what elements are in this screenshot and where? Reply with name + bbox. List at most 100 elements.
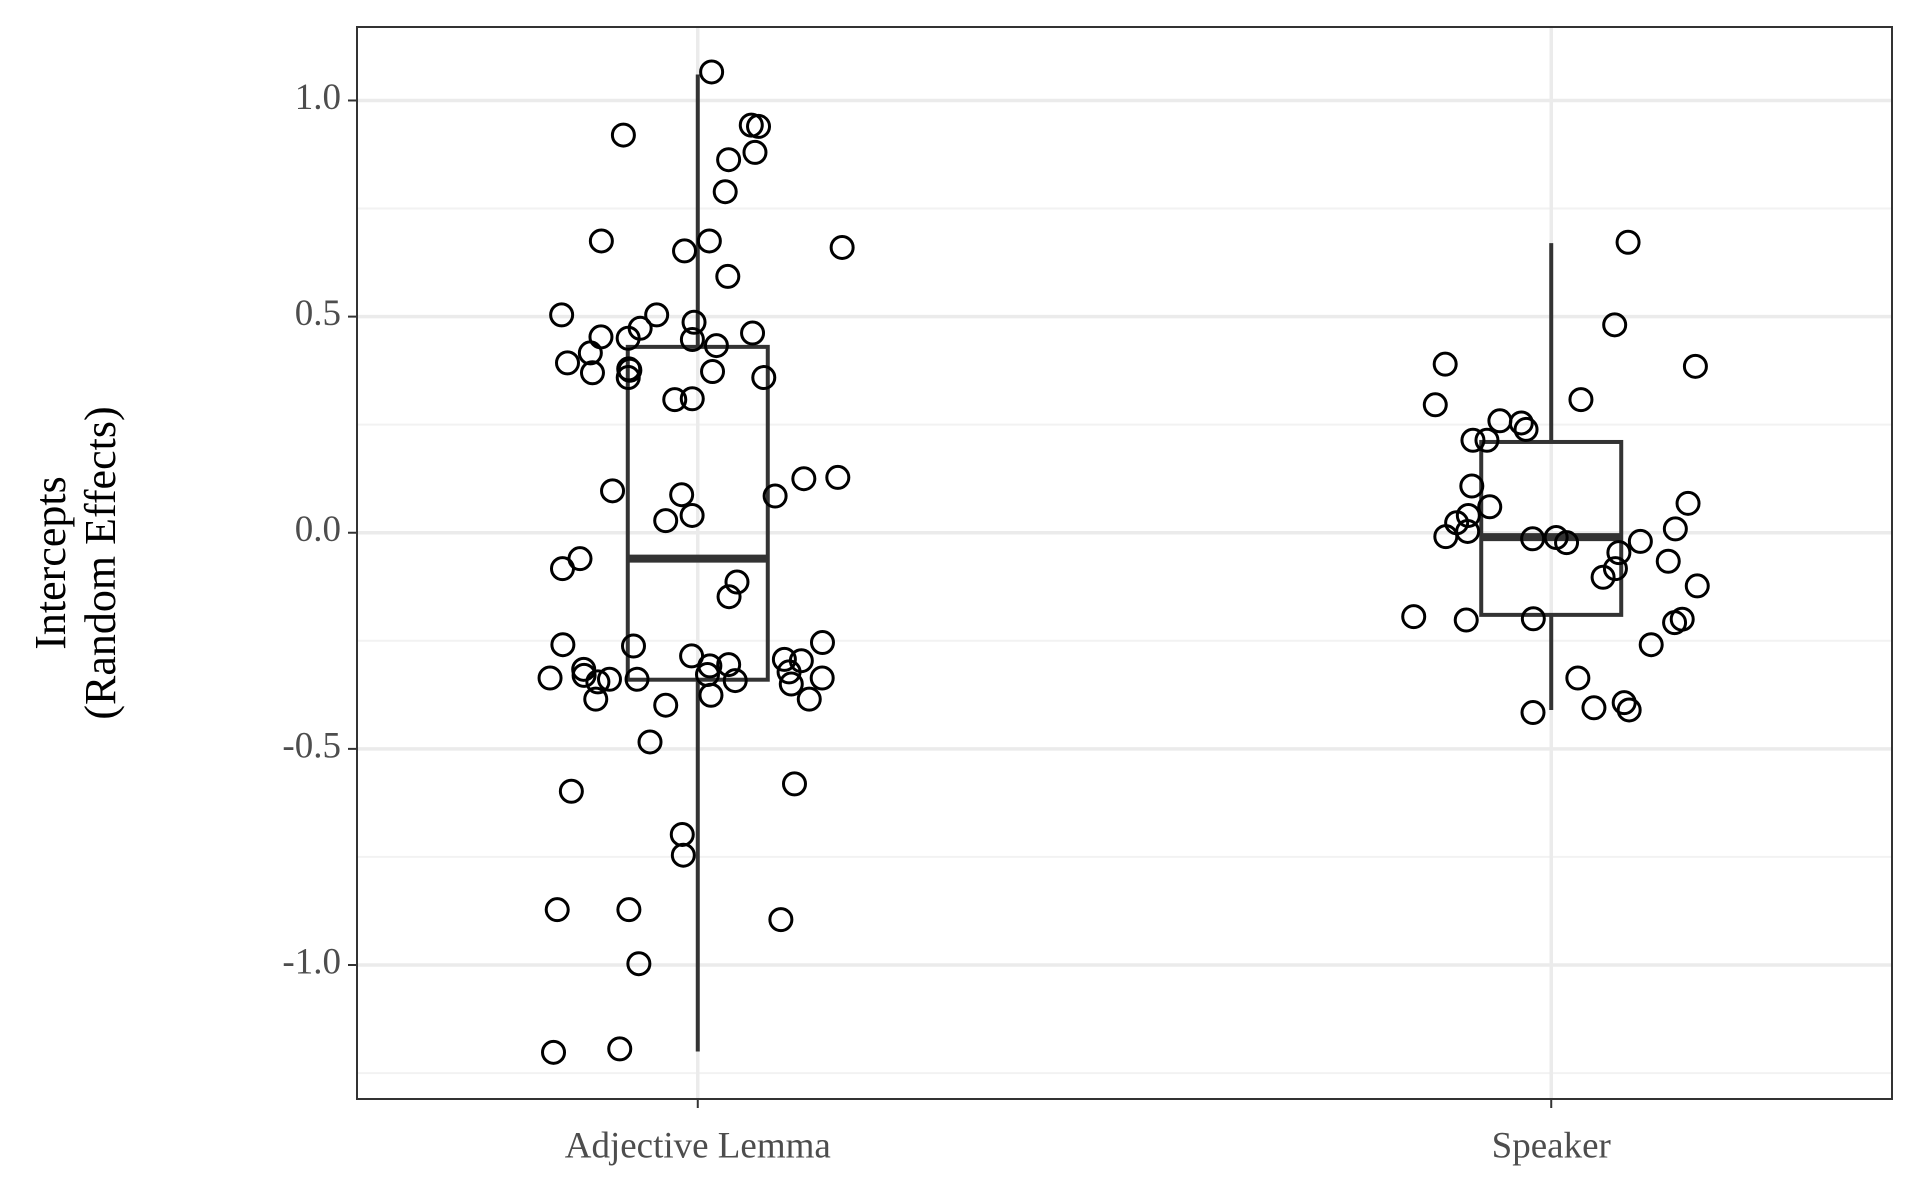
point [607,1036,633,1062]
point [596,666,622,692]
point [771,646,797,672]
point [1487,408,1513,434]
point [1682,353,1708,379]
point [1655,548,1681,574]
point [1611,690,1637,716]
y-axis-title: (Random Effects) [76,406,125,719]
point [1520,700,1546,726]
point [653,508,679,534]
point [776,659,802,685]
point [1590,564,1616,590]
point [583,686,609,712]
point [1477,494,1503,520]
point [616,897,642,923]
point [624,666,650,692]
point [579,360,605,386]
point [679,327,705,353]
point [1459,473,1485,499]
point [681,309,707,335]
point [746,113,772,139]
point [541,1039,567,1065]
point [610,122,636,148]
point [662,387,688,413]
point [742,139,768,165]
point [626,951,652,977]
point [1568,387,1594,413]
point [549,556,575,582]
point [1602,312,1628,338]
point [829,234,855,260]
point [809,665,835,691]
y-tick-label: 0.5 [295,293,341,334]
point [1616,697,1642,723]
box [1479,439,1624,617]
point [712,179,738,205]
y-tick-label: 1.0 [295,77,341,118]
point [588,228,614,254]
point [615,325,641,351]
point [1684,573,1710,599]
point [781,771,807,797]
point [550,632,576,658]
y-tick-label: -0.5 [282,725,341,766]
point [699,59,725,85]
point [549,302,575,328]
point [751,365,777,391]
point [1581,695,1607,721]
point [600,478,626,504]
point [1401,604,1427,630]
point [1554,530,1580,556]
point [1606,540,1632,566]
point [637,729,663,755]
point [1474,427,1500,453]
point [679,502,705,528]
point [620,633,646,659]
y-tick-label: -1.0 [282,941,341,982]
plot-background [357,27,1892,1099]
point [1675,490,1701,516]
point [1602,556,1628,582]
point [585,669,611,695]
point [1565,665,1591,691]
point [1662,516,1688,542]
x-tick-label: Speaker [1492,1125,1611,1166]
point [700,359,726,385]
point [778,671,804,697]
point [644,302,670,328]
point [554,350,580,376]
point [716,652,742,678]
point [825,464,851,490]
point [1432,351,1458,377]
point [615,365,641,391]
point [679,386,705,412]
point [768,907,794,933]
point [698,682,724,708]
point [809,630,835,656]
point [1520,606,1546,632]
point [1453,607,1479,633]
point [1520,526,1546,552]
point [791,466,817,492]
point [703,333,729,359]
point [653,692,679,718]
point [571,662,597,688]
point [1460,427,1486,453]
plot-border [356,26,1893,1100]
point [722,668,748,694]
point [1433,524,1459,550]
point [1627,528,1653,554]
y-axis-title: Intercepts [26,476,75,649]
point [740,320,766,346]
point [1638,632,1664,658]
point [544,897,570,923]
point [716,584,742,610]
y-tick-label: 0.0 [295,509,341,550]
point [762,483,788,509]
point [796,686,822,712]
point [1422,392,1448,418]
point [696,228,722,254]
point [1513,416,1539,442]
point [724,569,750,595]
point [715,263,741,289]
